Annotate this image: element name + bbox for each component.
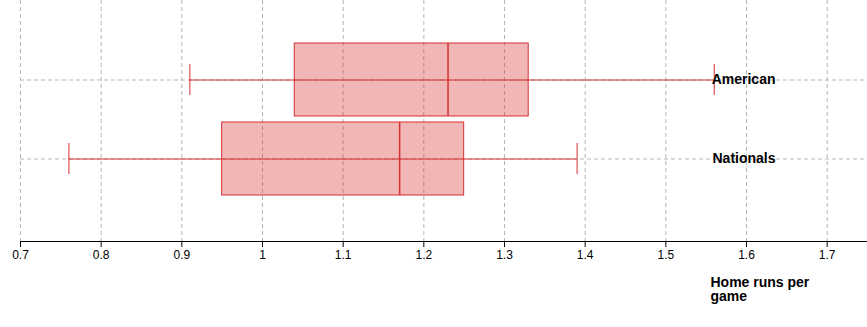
svg-text:1: 1	[259, 248, 266, 262]
svg-text:1.7: 1.7	[819, 248, 836, 262]
svg-text:1.5: 1.5	[657, 248, 674, 262]
svg-text:0.8: 0.8	[93, 248, 110, 262]
svg-text:0.9: 0.9	[173, 248, 190, 262]
svg-text:1.2: 1.2	[415, 248, 432, 262]
svg-text:1.3: 1.3	[496, 248, 513, 262]
svg-text:0.7: 0.7	[12, 248, 29, 262]
svg-text:Home runs pergame: Home runs pergame	[711, 274, 810, 304]
svg-text:Nationals: Nationals	[712, 150, 775, 166]
svg-text:American: American	[712, 71, 776, 87]
svg-text:1.1: 1.1	[335, 248, 352, 262]
svg-text:1.6: 1.6	[738, 248, 755, 262]
svg-text:1.4: 1.4	[577, 248, 594, 262]
